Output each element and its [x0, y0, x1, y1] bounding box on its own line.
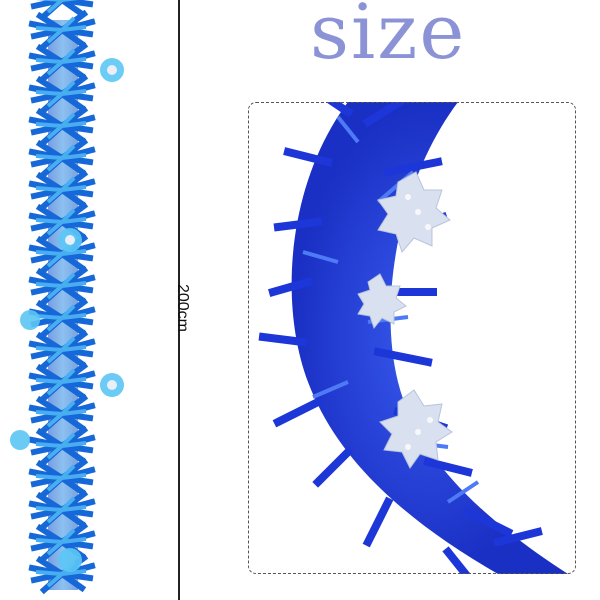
length-label: 200cm	[174, 284, 220, 332]
garland-closeup-image	[248, 102, 576, 574]
size-heading: size	[310, 0, 467, 76]
garland-strand-image	[10, 0, 124, 600]
closeup-frame	[248, 102, 576, 574]
measurement-line	[178, 0, 180, 600]
length-text: 200cm	[174, 283, 192, 333]
